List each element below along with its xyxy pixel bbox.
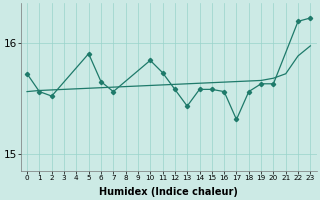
X-axis label: Humidex (Indice chaleur): Humidex (Indice chaleur) <box>99 187 238 197</box>
